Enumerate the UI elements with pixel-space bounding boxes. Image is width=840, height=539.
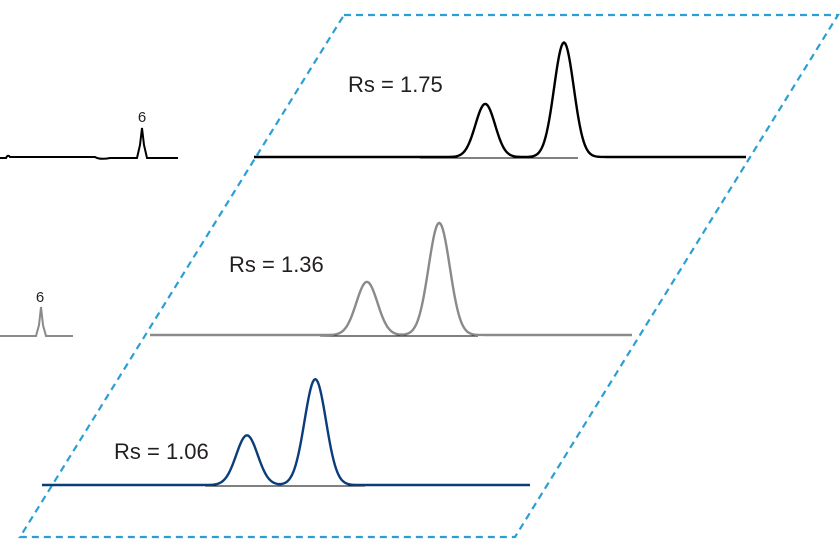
- side-peak-label-middle: 6: [36, 289, 44, 306]
- chromatogram-rs-1-75-trace: [254, 41, 746, 159]
- chromatogram-rs-1-06-label: Rs = 1.06: [114, 439, 209, 464]
- side-peak-label-top: 6: [138, 109, 146, 126]
- chromatogram-rs-1-06-trace: [42, 377, 530, 487]
- chromatogram-rs-1-75-label: Rs = 1.75: [348, 72, 443, 97]
- chromatogram-rs-1-36: Rs = 1.36: [150, 221, 632, 337]
- chromatogram-rs-1-36-trace: [150, 221, 632, 337]
- chromatogram-rs-1-06: Rs = 1.06: [42, 377, 530, 487]
- side-trace-top: [0, 127, 178, 160]
- dashed-parallelogram-frame: [18, 13, 840, 539]
- side-trace-middle: [0, 306, 73, 337]
- chromatogram-rs-1-75: Rs = 1.75: [254, 41, 746, 159]
- chromatogram-rs-1-36-label: Rs = 1.36: [229, 252, 324, 277]
